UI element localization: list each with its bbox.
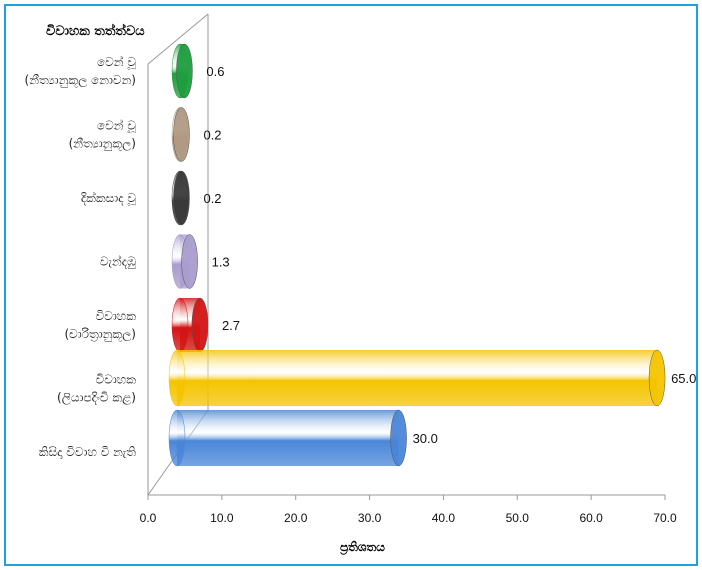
category-label: (නීත්‍යානුකූල නොවන) bbox=[25, 73, 136, 88]
category-label: වැන්දඹු bbox=[100, 254, 136, 269]
bar-end-cap bbox=[173, 170, 190, 226]
bar bbox=[171, 107, 190, 162]
x-tick-label: 50.0 bbox=[506, 511, 530, 525]
wall-top-edge bbox=[147, 13, 209, 65]
x-tick-label: 20.0 bbox=[284, 511, 308, 525]
category-label: විවාහක bbox=[96, 309, 137, 323]
data-label: 65.0 bbox=[671, 371, 696, 386]
category-label: (ලියාපදිංචි කළ) bbox=[57, 391, 136, 406]
data-label: 0.2 bbox=[203, 128, 221, 143]
bar-end-cap bbox=[191, 297, 209, 353]
data-label: 2.7 bbox=[222, 318, 240, 333]
bar-end-cap bbox=[173, 107, 190, 162]
data-label: 30.0 bbox=[413, 431, 438, 446]
bar-start-cap bbox=[171, 297, 189, 353]
data-label: 0.6 bbox=[206, 64, 224, 79]
category-label: (චාරිත්‍රානුකූල) bbox=[64, 327, 136, 342]
bar-start-cap bbox=[168, 349, 186, 407]
x-tick-label: 70.0 bbox=[653, 511, 677, 525]
bar-end-cap bbox=[176, 43, 193, 99]
x-tick-label: 60.0 bbox=[579, 511, 603, 525]
bar bbox=[171, 297, 209, 353]
bar bbox=[171, 170, 190, 226]
x-tick-label: 0.0 bbox=[140, 511, 157, 525]
bar-end-cap bbox=[390, 409, 407, 467]
category-label: විවාහක bbox=[96, 373, 137, 387]
bar-body bbox=[177, 350, 658, 406]
bar bbox=[171, 43, 193, 99]
bar bbox=[171, 234, 198, 289]
bar bbox=[168, 409, 407, 467]
bar-end-cap bbox=[648, 349, 666, 407]
category-label: (නීත්‍යානුකූල) bbox=[69, 137, 136, 152]
bar-end-cap bbox=[181, 234, 198, 289]
y-axis-title: විවාහක තත්ත්වය bbox=[46, 24, 145, 39]
x-tick-label: 10.0 bbox=[210, 511, 234, 525]
bar-start-cap bbox=[168, 409, 186, 467]
bar-body bbox=[177, 410, 399, 466]
category-label: වෙන් වූ bbox=[97, 118, 136, 133]
category-label: දික්කසාද වූ bbox=[81, 191, 137, 206]
x-axis-title: ප්‍රතිශතය bbox=[340, 540, 385, 554]
data-label: 1.3 bbox=[212, 255, 230, 270]
category-label: කිසිදා විවාහ වී නැති bbox=[39, 445, 137, 459]
data-label: 0.2 bbox=[203, 191, 221, 206]
x-tick-label: 40.0 bbox=[432, 511, 456, 525]
bar bbox=[168, 349, 666, 407]
category-label: වෙන් වූ bbox=[97, 55, 136, 70]
x-tick-label: 30.0 bbox=[358, 511, 382, 525]
chart-border bbox=[4, 4, 698, 566]
